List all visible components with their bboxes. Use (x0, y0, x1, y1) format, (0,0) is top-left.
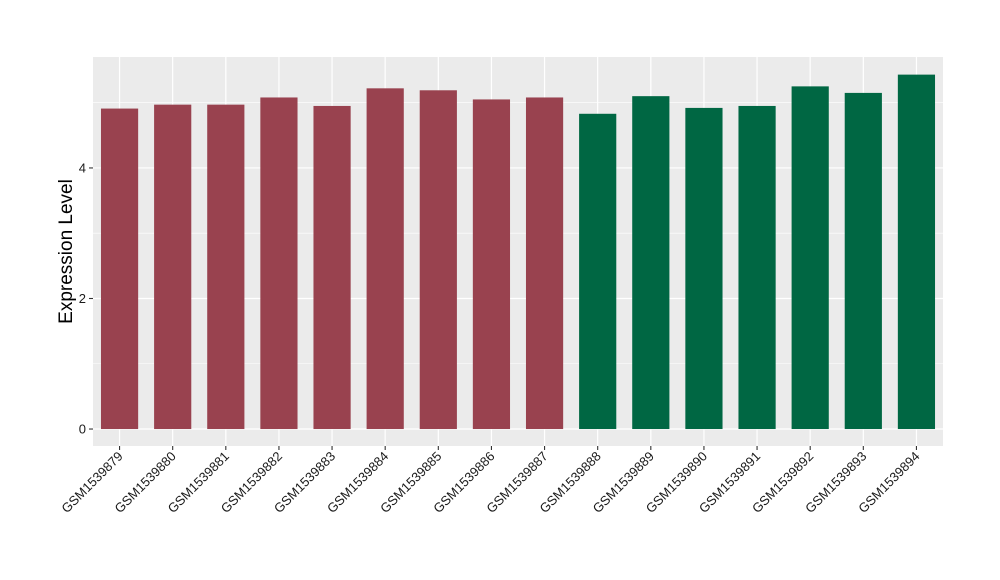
bar (260, 97, 298, 430)
y-axis: 0 2 4 (79, 160, 93, 437)
bar (207, 104, 245, 430)
bars (100, 74, 936, 430)
bar (472, 99, 511, 430)
y-axis-title: Expression Level (56, 179, 77, 324)
bar (738, 105, 776, 430)
x-axis: GSM1539879GSM1539880GSM1539881GSM1539882… (58, 446, 923, 516)
y-tick-label: 0 (79, 422, 86, 437)
bar (100, 108, 139, 430)
bar (525, 97, 564, 430)
bar (844, 92, 882, 430)
bar (579, 113, 617, 430)
bar (632, 96, 670, 430)
y-tick-label: 4 (79, 160, 86, 175)
bar (897, 74, 936, 430)
bar (791, 86, 829, 430)
y-tick-label: 2 (79, 291, 86, 306)
bar (313, 105, 351, 430)
bar (419, 90, 457, 430)
bar (154, 104, 192, 430)
bar (366, 88, 404, 430)
bar (685, 107, 723, 430)
